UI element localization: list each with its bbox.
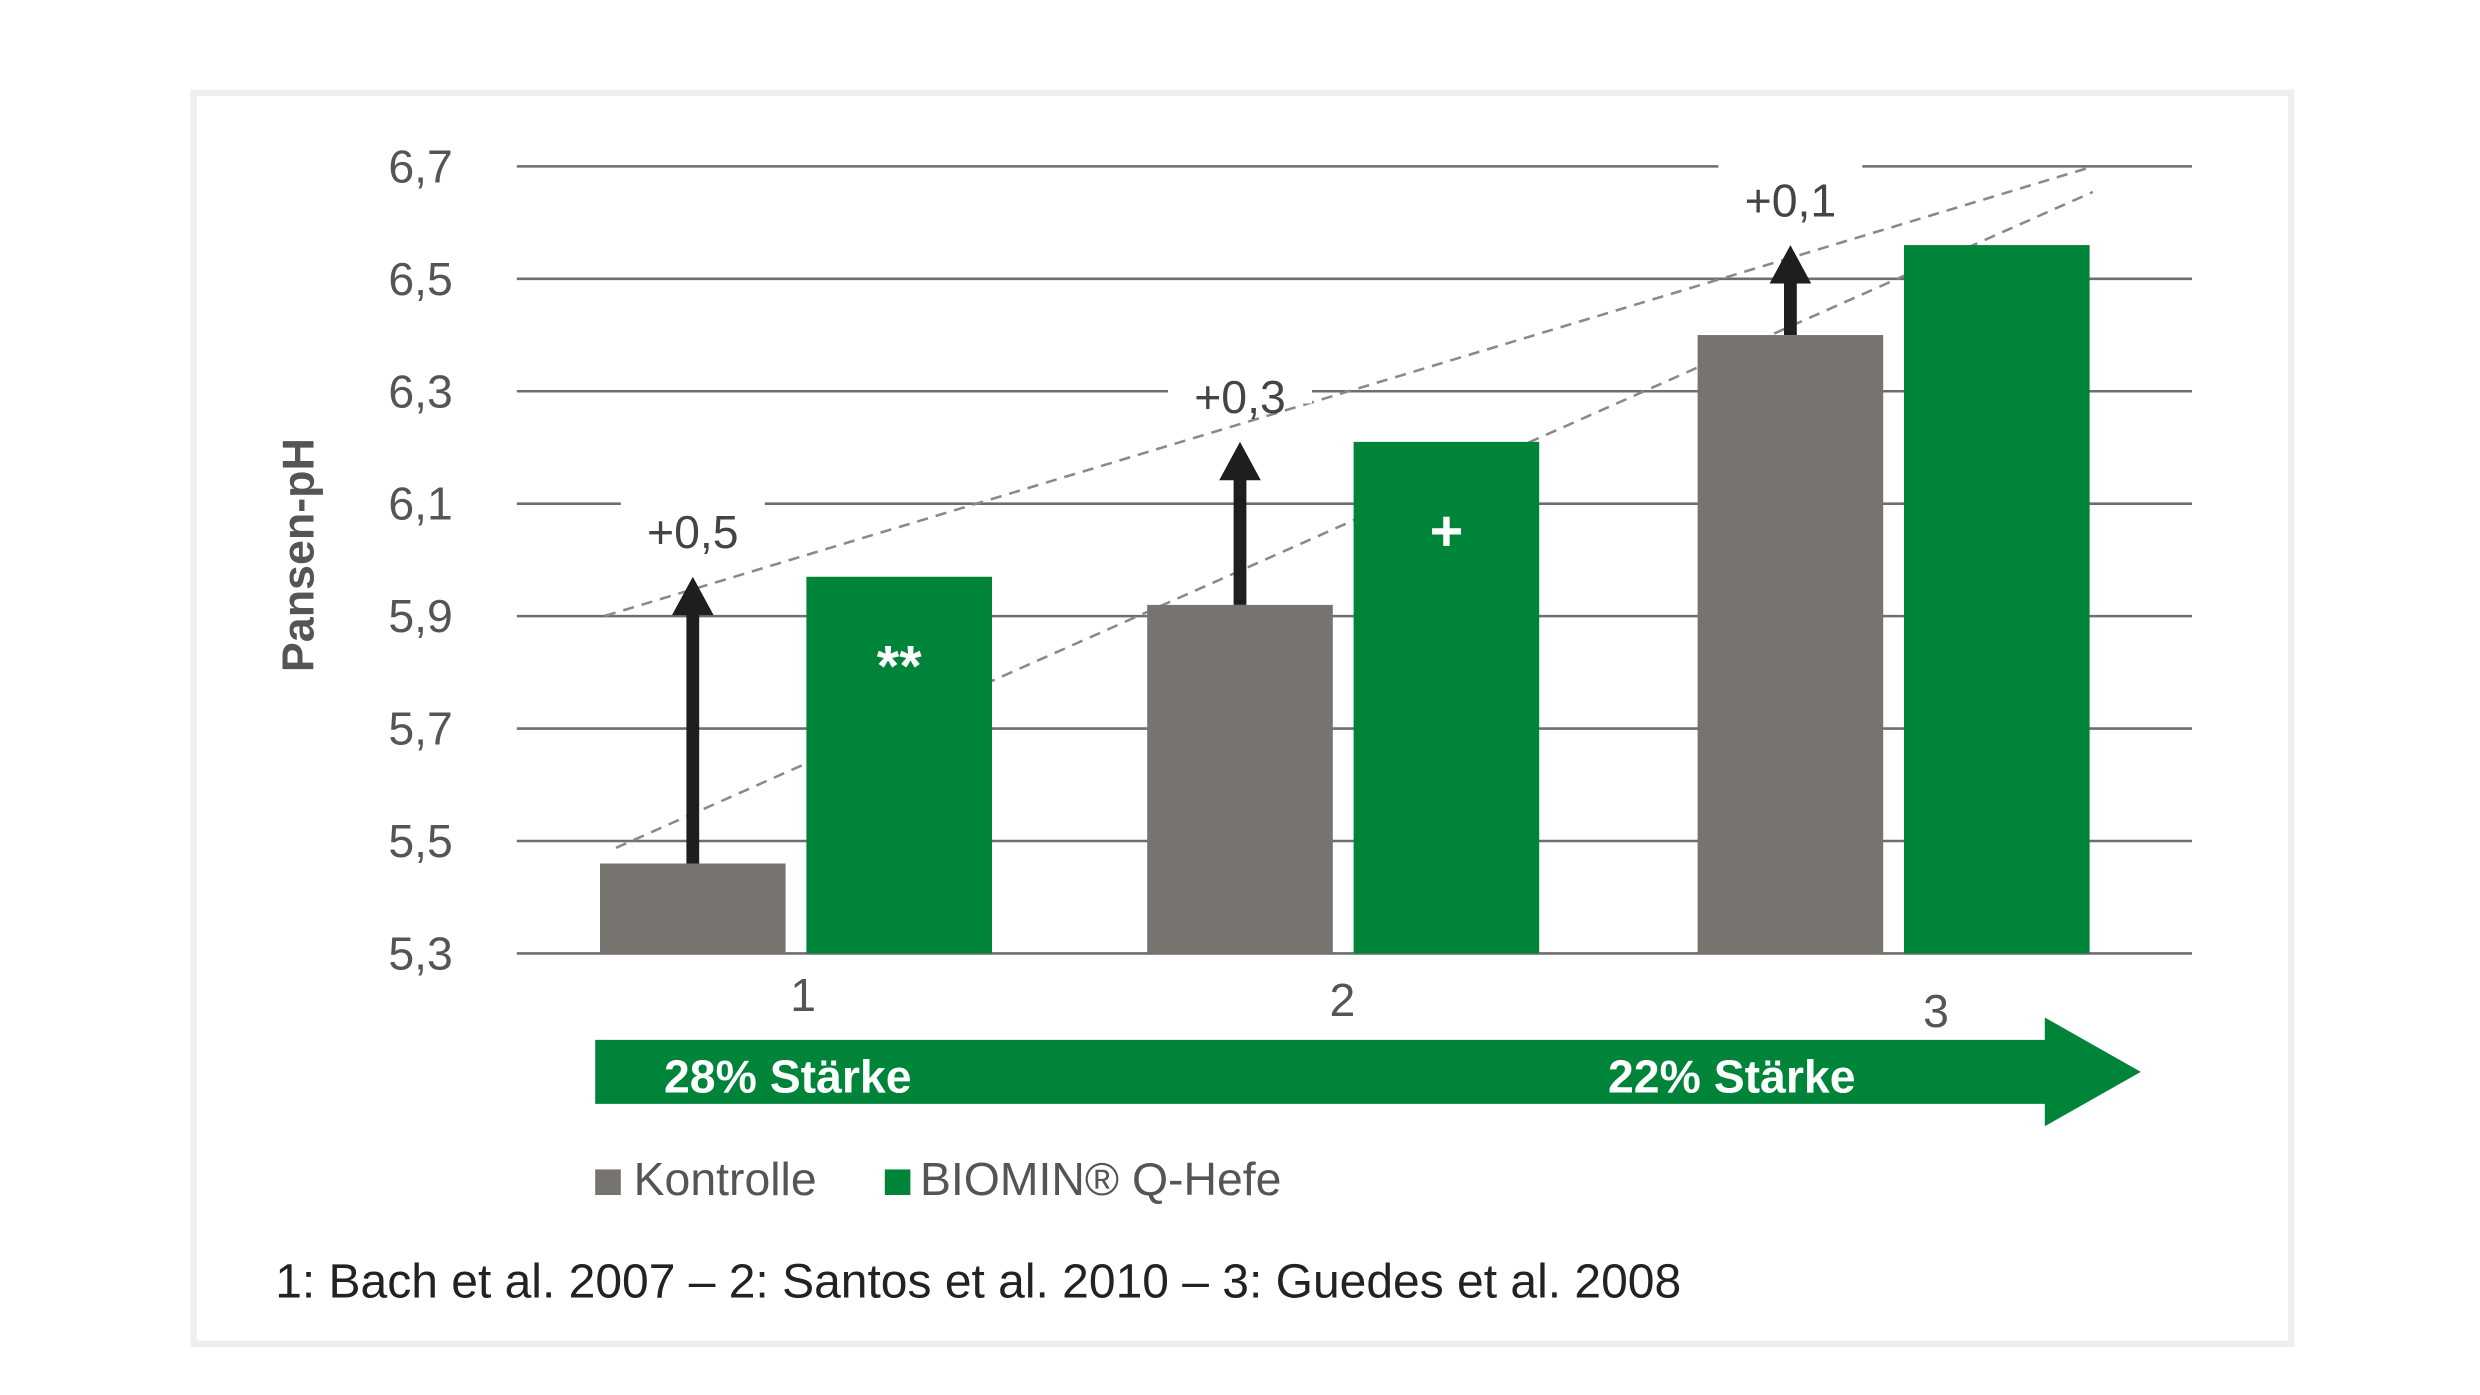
y-axis-label: Pansen-pH: [274, 438, 324, 672]
footnote: 1: Bach et al. 2007 – 2: Santos et al. 2…: [275, 1255, 1681, 1308]
difference-label: +0,3: [1194, 371, 1286, 423]
y-tick-label: 5,3: [388, 927, 452, 979]
y-tick-label: 5,7: [388, 703, 452, 755]
label-bg: [620, 480, 765, 539]
label-bg: [1168, 345, 1312, 404]
significance-marker: +: [1430, 500, 1464, 564]
y-tick-label: 6,1: [388, 478, 452, 530]
difference-arrow-head: [1769, 245, 1812, 284]
bar-q-hefe: [1353, 441, 1540, 954]
starch-arrow: [595, 1017, 2141, 1127]
y-tick-label: 5,5: [388, 815, 452, 867]
bar-q-hefe: [1904, 245, 2090, 954]
y-tick-label: 5,9: [388, 590, 452, 642]
bar-kontrolle: [1147, 604, 1333, 954]
starch-label-left: 28% Stärke: [664, 1051, 912, 1103]
legend-swatch-kontrolle: [595, 1169, 621, 1196]
bar-kontrolle: [600, 863, 786, 954]
legend-label-kontrolle: Kontrolle: [634, 1153, 817, 1205]
bar-kontrolle: [1697, 335, 1884, 954]
trend-line-upper: [604, 166, 2089, 618]
label-bg: [1718, 149, 1863, 207]
legend-swatch-qhefe: [884, 1169, 911, 1196]
difference-arrow-head: [672, 576, 714, 616]
difference-label: +0,1: [1745, 174, 1837, 226]
difference-label: +0,5: [647, 506, 739, 558]
starch-label-right: 22% Stärke: [1608, 1051, 1856, 1103]
x-tick-label: 2: [1330, 974, 1356, 1026]
y-tick-label: 6,3: [388, 365, 452, 417]
difference-arrow-head: [1219, 441, 1261, 481]
bar-q-hefe: [806, 576, 992, 954]
y-tick-label: 6,5: [388, 253, 452, 305]
legend-label-qhefe: BIOMIN® Q-Hefe: [920, 1153, 1281, 1205]
x-tick-label: 3: [1923, 985, 1949, 1037]
y-tick-label: 6,7: [388, 140, 452, 192]
x-tick-label: 1: [790, 969, 816, 1021]
significance-marker: **: [877, 635, 922, 699]
